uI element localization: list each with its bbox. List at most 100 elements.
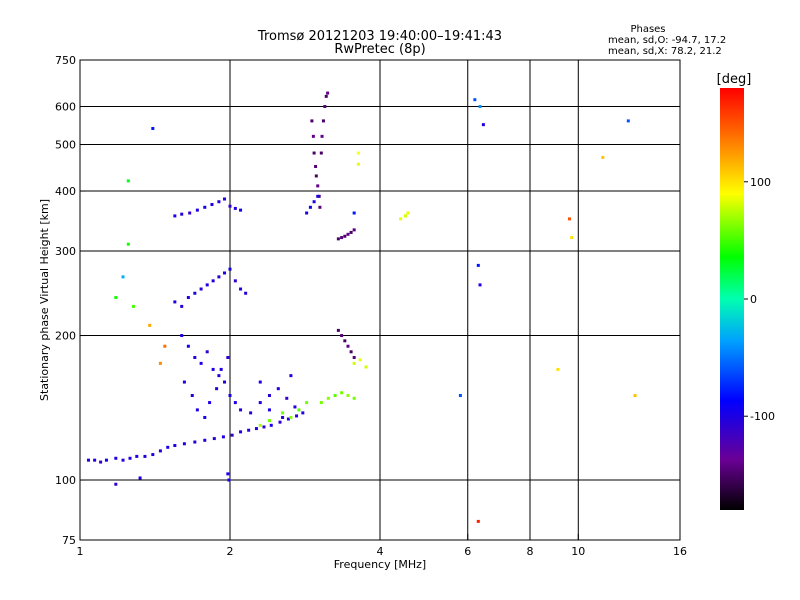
data-point <box>114 456 118 460</box>
data-point <box>228 394 232 398</box>
y-tick-label: 75 <box>62 534 76 547</box>
data-point <box>267 419 271 423</box>
data-point <box>99 460 103 464</box>
data-point <box>158 361 162 365</box>
data-point <box>208 401 212 405</box>
data-point <box>173 300 177 304</box>
stats-heading: Phases <box>630 24 665 35</box>
data-point <box>233 279 237 283</box>
data-point <box>135 454 139 458</box>
data-point <box>180 212 184 216</box>
data-point <box>297 408 301 412</box>
data-point <box>223 271 227 275</box>
data-point <box>114 296 118 300</box>
data-point <box>301 411 305 415</box>
data-point <box>121 458 125 462</box>
data-point <box>276 387 280 391</box>
y-axis: 75 100 200 300 400 500 600 750 <box>55 54 86 547</box>
data-point <box>285 396 289 400</box>
chart-title: Tromsø 20121203 19:40:00–19:41:43 <box>257 29 502 44</box>
data-point <box>217 200 221 204</box>
grid-lines <box>80 60 680 540</box>
data-point <box>343 339 347 343</box>
data-point <box>186 296 190 300</box>
data-point <box>346 394 350 398</box>
data-point <box>247 428 251 432</box>
data-point <box>254 427 258 431</box>
data-point <box>305 401 309 405</box>
y-tick-label: 600 <box>55 101 76 114</box>
data-point <box>478 283 482 287</box>
data-point <box>195 208 199 212</box>
x-tick-label: 2 <box>227 545 234 558</box>
data-point <box>352 211 356 215</box>
data-point <box>104 458 108 462</box>
data-point <box>128 456 132 460</box>
data-point <box>352 228 356 232</box>
data-point <box>349 350 353 354</box>
data-point <box>326 396 330 400</box>
x-axis-label: Frequency [MHz] <box>334 558 426 571</box>
data-point <box>186 344 190 348</box>
data-point <box>399 217 403 221</box>
data-point <box>188 211 192 215</box>
data-point <box>473 98 477 102</box>
colorbar-ticks: 100 0 -100 <box>744 176 775 423</box>
data-point <box>205 283 209 287</box>
data-point <box>244 291 248 295</box>
data-point <box>215 387 219 391</box>
x-tick-label: 1 <box>77 545 84 558</box>
data-point <box>262 425 266 429</box>
y-tick-label: 400 <box>55 185 76 198</box>
data-point <box>258 423 262 427</box>
data-point <box>151 126 155 130</box>
data-point <box>320 134 324 138</box>
data-point <box>352 355 356 359</box>
data-point <box>211 279 215 283</box>
data-point <box>333 394 337 398</box>
data-point <box>267 394 271 398</box>
x-tick-label: 8 <box>527 545 534 558</box>
data-point <box>319 151 323 155</box>
data-point <box>281 411 285 415</box>
data-point <box>318 205 322 209</box>
data-point <box>93 458 97 462</box>
data-point <box>476 263 480 267</box>
data-point <box>233 401 237 405</box>
y-tick-label: 100 <box>55 474 76 487</box>
data-point <box>211 367 215 371</box>
data-point <box>406 211 410 215</box>
data-point <box>293 405 297 409</box>
data-point <box>121 275 125 279</box>
data-point <box>626 119 630 123</box>
chart-subtitle: RwPretec (8p) <box>334 42 425 57</box>
data-point <box>289 415 293 419</box>
data-point <box>356 151 360 155</box>
data-point <box>281 415 285 419</box>
data-point <box>217 374 221 378</box>
stats-line-o: mean, sd,O: -94.7, 17.2 <box>608 35 726 46</box>
data-point <box>193 355 197 359</box>
y-axis-label: Stationary phase Virtual Height [km] <box>38 199 51 401</box>
data-point <box>219 367 223 371</box>
data-point <box>126 179 130 183</box>
data-point <box>601 155 605 159</box>
data-point <box>336 237 340 241</box>
x-axis: 1 2 4 6 8 10 16 <box>77 534 687 558</box>
data-point <box>295 414 299 418</box>
data-point <box>352 361 356 365</box>
data-point <box>258 401 262 405</box>
y-tick-label: 200 <box>55 330 76 343</box>
data-point <box>143 454 147 458</box>
data-point <box>190 394 194 398</box>
y-tick-label: 500 <box>55 139 76 152</box>
data-point <box>193 440 197 444</box>
data-point <box>316 184 320 188</box>
data-point <box>239 430 243 434</box>
data-point <box>226 472 230 476</box>
data-point <box>312 200 316 204</box>
data-point <box>217 275 221 279</box>
data-point <box>323 105 327 109</box>
data-point <box>233 206 237 210</box>
stats-line-x: mean, sd,X: 78.2, 21.2 <box>608 46 722 57</box>
